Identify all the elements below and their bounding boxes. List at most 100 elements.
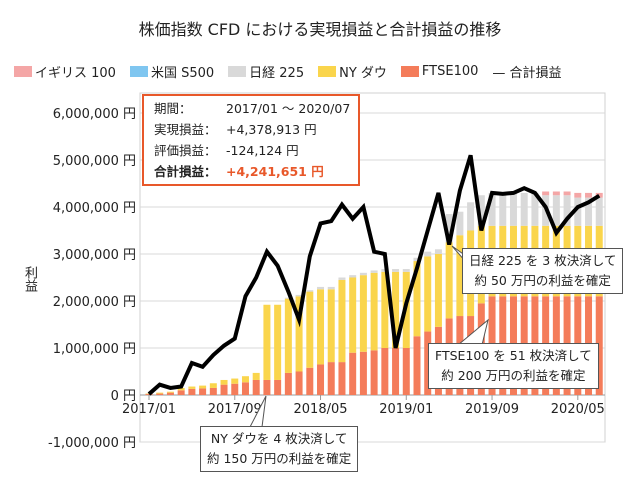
chart-title: 株価指数 CFD における実現損益と合計損益の推移 (138, 20, 502, 39)
bar-FTSE100 (209, 387, 217, 395)
bar-NY-ダウ (252, 372, 260, 380)
legend-swatch (228, 66, 247, 77)
legend-label: 日経 225 (249, 66, 305, 81)
bar-NY-ダウ (359, 275, 367, 352)
bar-FTSE100 (274, 379, 282, 395)
annotation-pointer (457, 318, 489, 346)
bar-NY-ダウ (188, 386, 196, 389)
realized-value: +4,378,913 円 (226, 122, 317, 137)
bar-FTSE100 (424, 331, 432, 395)
summary-box: 期間： 2017/01 ～ 2020/07 実現損益： +4,378,913 円 評… (142, 94, 360, 186)
annotation-line: 日経 225 を 3 枚決済して (469, 253, 617, 268)
bar-日経-225 (434, 249, 442, 254)
x-tick-label: 2017/01 (122, 402, 176, 417)
bar-日経-225 (531, 192, 539, 226)
x-tick-label: 2018/05 (294, 402, 348, 417)
bar-NY-ダウ (166, 391, 174, 393)
legend-label: イギリス 100 (35, 66, 116, 81)
bar-FTSE100 (220, 384, 228, 395)
legend-item-total: — 合計損益 (492, 62, 561, 81)
annotation-line: 約 150 万円の利益を確定 (207, 451, 352, 466)
legend-label: FTSE100 (421, 64, 479, 79)
bar-イギリス-100 (585, 192, 593, 198)
legend-label: 米国 S500 (150, 66, 215, 81)
bar-NY-ダウ (434, 254, 442, 327)
bar-NY-ダウ (327, 289, 335, 363)
bar-日経-225 (477, 195, 485, 226)
bar-NY-ダウ (392, 271, 400, 348)
x-tick-label: 2020/05 (551, 402, 605, 417)
bar-日経-225 (445, 214, 453, 243)
annotation-line: FTSE100 を 51 枚決済して (435, 348, 592, 363)
legend-label: — 合計損益 (492, 66, 562, 81)
bar-NY-ダウ (338, 279, 346, 363)
bar-日経-225 (509, 192, 517, 226)
bar-FTSE100 (177, 390, 185, 395)
bar-日経-225 (338, 277, 346, 280)
annotation-line: 約 200 万円の利益を確定 (441, 368, 586, 383)
bar-日経-225 (327, 286, 335, 290)
bar-FTSE100 (392, 348, 400, 395)
y-tick-label: 3,000,000 円 (53, 248, 136, 263)
annotation-nikkei: 日経 225 を 3 枚決済して 約 50 万円の利益を確定 (462, 248, 624, 294)
legend: イギリス 100 米国 S500 日経 225 NY ダウ FTSE100 — … (14, 62, 562, 81)
bar-FTSE100 (295, 371, 303, 395)
x-tick-label: 2019/01 (379, 402, 433, 417)
bar-イギリス-100 (542, 191, 550, 196)
bar-NY-ダウ (209, 383, 217, 388)
bar-日経-225 (563, 195, 571, 226)
bar-FTSE100 (145, 394, 153, 395)
bar-NY-ダウ (284, 298, 292, 373)
bar-FTSE100 (188, 388, 196, 395)
legend-swatch (14, 66, 32, 77)
bar-FTSE100 (166, 392, 174, 395)
annotation-nydow: NY ダウを 4 枚決済して 約 150 万円の利益を確定 (200, 426, 359, 472)
bar-NY-ダウ (349, 277, 357, 353)
bar-NY-ダウ (231, 378, 239, 384)
bar-日経-225 (424, 251, 432, 257)
bar-FTSE100 (156, 393, 164, 395)
bar-イギリス-100 (552, 191, 560, 196)
bar-イギリス-100 (574, 192, 582, 198)
y-tick-label: 2,000,000 円 (53, 295, 136, 310)
bar-日経-225 (317, 286, 325, 290)
bar-NY-ダウ (413, 261, 421, 337)
legend-label: NY ダウ (339, 66, 387, 81)
bar-FTSE100 (231, 383, 239, 395)
bar-NY-ダウ (274, 304, 282, 380)
bar-NY-ダウ (156, 392, 164, 394)
bar-FTSE100 (338, 362, 346, 395)
y-tick-label: 4,000,000 円 (53, 201, 136, 216)
bar-FTSE100 (349, 352, 357, 395)
total-value: +4,241,651 円 (226, 164, 324, 179)
bar-FTSE100 (241, 382, 249, 395)
bar-日経-225 (499, 192, 507, 226)
bar-NY-ダウ (424, 256, 432, 332)
legend-item-us500: 米国 S500 (129, 62, 215, 81)
unrealized-value: -124,124 円 (226, 143, 299, 158)
bar-FTSE100 (413, 336, 421, 395)
y-tick-label: 1,000,000 円 (53, 342, 136, 357)
bar-NY-ダウ (381, 271, 389, 348)
bar-FTSE100 (327, 362, 335, 395)
bar-日経-225 (520, 192, 528, 226)
bar-NY-ダウ (445, 242, 453, 319)
bar-NY-ダウ (263, 304, 271, 380)
bar-日経-225 (585, 197, 593, 226)
bar-NY-ダウ (241, 376, 249, 383)
bar-日経-225 (402, 269, 410, 272)
annotation-pointer (249, 395, 267, 428)
bar-日経-225 (456, 211, 464, 236)
total-label: 合計損益： (154, 164, 217, 179)
bar-日経-225 (392, 269, 400, 272)
bar-FTSE100 (370, 350, 378, 395)
y-axis-label: 利益 (22, 266, 37, 292)
bar-日経-225 (488, 192, 496, 226)
annotation-ftse: FTSE100 を 51 枚決済して 約 200 万円の利益を確定 (428, 343, 599, 389)
bar-日経-225 (284, 297, 292, 299)
bar-FTSE100 (306, 367, 314, 395)
annotation-line: NY ダウを 4 枚決済して (210, 431, 348, 446)
bar-日経-225 (595, 197, 603, 226)
